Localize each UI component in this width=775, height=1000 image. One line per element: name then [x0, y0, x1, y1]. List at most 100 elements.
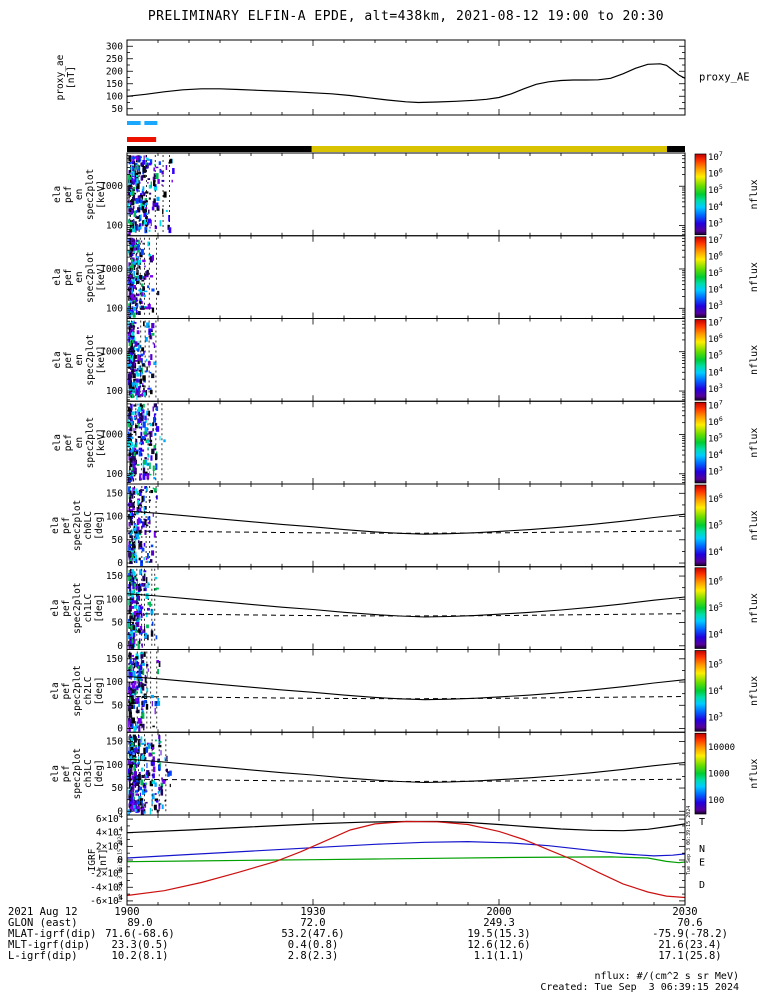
colorbar-tick-label: 104 — [708, 628, 723, 641]
y-axis-label: pef — [61, 600, 72, 617]
loss-cone-line — [126, 510, 686, 535]
ytick-label: 150 — [106, 488, 123, 499]
panel-energy_spectrogram_4: 1000 100 ela pef en spec2plot [keV] 107 106 105 10… — [52, 398, 760, 485]
anti-loss-cone-line — [126, 696, 686, 700]
y-axis-label: pef — [61, 765, 72, 782]
anti-loss-cone-line — [126, 778, 686, 783]
ytick-label: 100 — [106, 221, 123, 232]
colorbar-tick-label: 106 — [708, 575, 723, 588]
y-axis-label: ela — [50, 517, 61, 534]
proxy-ae-right-label: proxy_AE — [699, 72, 750, 84]
colorbar-tick-label: 104 — [708, 283, 723, 296]
anti-loss-cone-line — [126, 613, 686, 617]
ytick-label: 6×104 — [96, 812, 123, 825]
colorbar — [694, 319, 707, 401]
axis-ticks — [126, 815, 686, 905]
panel-energy_spectrogram_3: 1000 100 ela pef en spec2plot [keV] 107 106 105 10… — [52, 316, 760, 402]
colorbar-tick-label: 106 — [708, 167, 723, 180]
colorbar-unit-label: nflux — [749, 262, 760, 292]
ytick-label: 300 — [106, 41, 123, 52]
loss-cone-line — [126, 675, 686, 701]
y-axis-label: ela — [50, 682, 61, 699]
ytick-label: 100 — [106, 594, 123, 605]
y-axis-label: spec2plot — [72, 500, 83, 551]
ytick-label: 1000 — [100, 264, 123, 275]
panel-pa_ch1LC: 150 100 50 0 ela pef spec2plot ch1LC [deg] 106 105… — [50, 566, 760, 652]
colorbar-unit-label: nflux — [749, 345, 760, 375]
series-line-E — [126, 856, 686, 864]
axis-ticks — [126, 649, 686, 733]
spectrogram-noise — [128, 568, 159, 649]
colorbar-tick-label: 107 — [708, 233, 723, 246]
panel-pa_ch0LC: 150 100 50 0 ela pef spec2plot ch0LC [deg] 106 105… — [50, 483, 760, 569]
y-axis-label: ela — [50, 600, 61, 617]
colorbar-tick-label: 100 — [708, 796, 724, 806]
y-axis-label: [keV] — [96, 346, 107, 375]
colorbar-tick-label: 104 — [708, 365, 723, 378]
ytick-label: -6×104 — [90, 894, 123, 907]
y-axis-label: pef — [61, 682, 72, 699]
science-zone-segment — [127, 146, 312, 152]
science-zone-segment — [667, 146, 685, 152]
colorbar-unit-label: nflux — [749, 428, 760, 458]
panel-energy_spectrogram_1: 1000 100 ela pef en spec2plot [keV] 107 106 105 10… — [52, 150, 760, 237]
nflux-units-note: nflux: #/(cm^2 s sr MeV) — [594, 971, 740, 982]
ytick-label: 0 — [117, 806, 123, 817]
availability-cyan — [127, 121, 141, 125]
colorbar-tick-label: 104 — [708, 200, 723, 213]
xtick-label-2000: 2000 — [486, 906, 512, 918]
ytick-label: 2×104 — [96, 839, 123, 852]
y-axis-label: [nT] — [66, 66, 77, 89]
colorbar-tick-label: 103 — [708, 710, 723, 723]
footer-value: 249.3 — [483, 917, 515, 929]
ytick-label: -2×104 — [90, 867, 123, 880]
science-zone-bar — [127, 146, 685, 152]
panel-border — [126, 152, 686, 237]
ytick-label: 100 — [106, 760, 123, 771]
colorbar-tick-label: 104 — [708, 684, 723, 697]
side-timestamp-right: Tue Sep 3 06:39:15 2024 — [686, 806, 692, 875]
footer-value: 71.6(-68.6) — [105, 928, 175, 940]
xtick-label-1900: 1900 — [114, 906, 140, 918]
ytick-label: 150 — [106, 571, 123, 582]
y-axis-label: [deg] — [94, 511, 105, 540]
colorbar-tick-label: 1000 — [708, 770, 730, 780]
footer-row-label-glon: GLON (east) — [8, 917, 78, 929]
xtick-label-2030: 2030 — [672, 906, 698, 918]
spectrogram-noise — [128, 651, 161, 733]
anti-loss-cone-line — [126, 530, 686, 534]
colorbar-tick-label: 105 — [708, 601, 723, 614]
panel-border — [126, 39, 686, 116]
series-line-N — [126, 840, 686, 859]
footer-value: 17.1(25.8) — [658, 950, 722, 962]
y-axis-label: [keV] — [96, 428, 107, 457]
axis-ticks — [126, 566, 686, 650]
y-axis-label: ela — [52, 186, 63, 203]
panel-border — [126, 649, 686, 733]
spectrogram-noise — [128, 734, 172, 816]
colorbar-tick-label: 10000 — [708, 743, 735, 753]
y-axis-label: [deg] — [94, 759, 105, 788]
ytick-label: 150 — [106, 79, 123, 90]
panel-border — [126, 318, 686, 402]
y-axis-label: spec2plot — [72, 582, 83, 633]
footer-value: 72.0 — [300, 917, 326, 929]
y-axis-label: ch1LC — [83, 594, 94, 623]
axis-ticks — [126, 732, 686, 815]
science-zone-segment — [311, 146, 668, 152]
ytick-label: 50 — [112, 618, 124, 629]
footer-value: 23.3(0.5) — [111, 939, 169, 951]
y-axis-label: [deg] — [94, 677, 105, 706]
y-axis-label: en — [74, 189, 85, 200]
spectrogram-noise — [128, 320, 157, 400]
colorbar-tick-label: 106 — [708, 332, 723, 345]
y-axis-label: spec2plot — [85, 334, 96, 385]
y-axis-label: spec2plot — [72, 748, 83, 799]
availability-cyan — [144, 121, 158, 125]
y-axis-label: spec2plot — [85, 169, 96, 220]
series-line-proxy_AE — [126, 63, 686, 104]
axis-ticks — [126, 153, 686, 236]
spectrogram-noise — [128, 486, 158, 566]
